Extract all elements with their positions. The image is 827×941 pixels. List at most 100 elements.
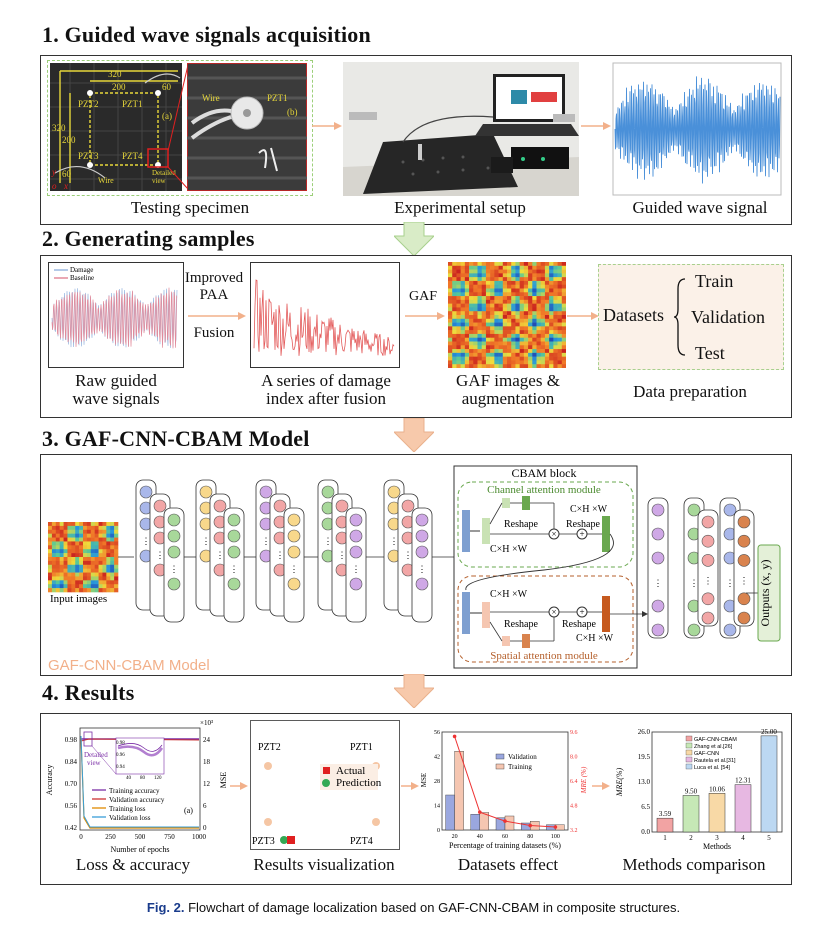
gaf-input-cell xyxy=(55,553,60,558)
gaf-cell xyxy=(502,269,508,274)
gaf-cell xyxy=(456,352,461,357)
gaf-input-cell xyxy=(98,549,103,554)
loss-x-tick: 1000 xyxy=(192,833,207,841)
gaf-input-cell xyxy=(83,545,88,550)
ellipsis-icon: ⋮ xyxy=(230,564,239,574)
gaf-cell xyxy=(498,303,504,308)
neuron-node xyxy=(651,551,665,565)
gaf-input-cell xyxy=(83,549,88,554)
ellipsis-icon: ⋮ xyxy=(352,564,361,574)
gaf-cell xyxy=(528,307,533,312)
chw-label-1: C×H ×W xyxy=(490,544,528,555)
gaf-cell xyxy=(540,280,546,286)
gaf-cell xyxy=(473,299,478,304)
gaf-input-cell xyxy=(63,576,68,581)
gaf-cell xyxy=(544,337,550,342)
gaf-input-cell xyxy=(71,564,76,569)
specimen-photo-a: 320 200 60 320 200 60 PZT2 PZT1 PZT3 PZT… xyxy=(50,63,182,191)
gaf-cell xyxy=(536,311,542,316)
gaf-cell xyxy=(507,269,512,274)
gaf-input-cell xyxy=(106,568,111,573)
gaf-cell xyxy=(528,265,533,270)
gaf-cell xyxy=(452,292,457,297)
caption-datasets-effect: Datasets effect xyxy=(457,855,559,874)
gaf-input-cell xyxy=(67,557,72,562)
gaf-cell xyxy=(515,318,520,323)
gaf-cell xyxy=(481,341,487,346)
gaf-cell xyxy=(557,356,563,361)
gaf-cell xyxy=(481,265,487,270)
gaf-input-cell xyxy=(71,525,76,531)
de-yrtick: 8.0 xyxy=(570,755,578,761)
gaf-cell xyxy=(557,318,563,323)
gaf-cell xyxy=(515,265,520,270)
gaf-cell xyxy=(528,273,533,278)
section-title-3: 3. GAF-CNN-CBAM Model xyxy=(42,426,310,451)
specimen-photo-b: Wire PZT1 (b) xyxy=(187,63,307,191)
gaf-input-cell xyxy=(114,560,119,566)
axis-o: o xyxy=(52,181,57,191)
gaf-cell xyxy=(515,352,520,357)
arrow-s2-1 xyxy=(188,312,246,320)
gaf-cell xyxy=(477,315,483,320)
de-bar xyxy=(445,794,455,831)
gaf-cell xyxy=(460,364,466,368)
gaf-cell xyxy=(469,280,474,286)
gaf-input-cell xyxy=(79,522,84,527)
gaf-cell xyxy=(544,280,550,286)
de-mre-point xyxy=(452,734,457,739)
gaf-input-cell xyxy=(51,560,57,566)
gaf-cell xyxy=(460,277,466,282)
gaf-cell xyxy=(485,311,491,316)
gaf-cell xyxy=(561,273,566,278)
gaf-cell xyxy=(507,303,512,308)
gaf-cell xyxy=(473,360,478,365)
gaf-cell xyxy=(452,349,457,354)
gaf-cell xyxy=(464,299,470,304)
gaf-cell xyxy=(498,296,504,301)
gaf-cell xyxy=(528,330,533,335)
gaf-cell xyxy=(519,299,525,304)
gaf-cell xyxy=(473,311,478,316)
gaf-cell xyxy=(448,326,453,331)
gaf-cell xyxy=(460,296,466,301)
gaf-cell xyxy=(540,303,546,308)
gaf-cell xyxy=(540,360,546,365)
gaf-input-cell xyxy=(51,553,57,558)
cbam-title: CBAM block xyxy=(511,466,576,480)
loss-x-tick: 0 xyxy=(79,833,83,841)
gaf-cell xyxy=(544,303,550,308)
gaf-input-cell xyxy=(67,533,72,538)
gaf-cell xyxy=(469,299,474,304)
gaf-cell xyxy=(498,326,504,331)
gaf-cell xyxy=(515,296,520,301)
gaf-cell xyxy=(544,341,550,346)
chw-label-3: C×H ×W xyxy=(490,589,528,600)
gaf-input-cell xyxy=(98,584,103,589)
gaf-input-cell xyxy=(51,584,57,589)
gaf-input-cell xyxy=(67,584,72,589)
gaf-cell xyxy=(532,360,537,365)
gaf-cell xyxy=(485,315,491,320)
gaf-cell xyxy=(519,326,525,331)
gaf-cell xyxy=(477,299,483,304)
gaf-cell xyxy=(523,345,529,350)
gaf-input-cell xyxy=(63,525,68,531)
gaf-input-cell xyxy=(102,537,107,542)
gaf-cell xyxy=(490,341,495,346)
gaf-cell xyxy=(528,318,533,323)
gaf-cell xyxy=(477,311,483,316)
gaf-cell xyxy=(561,265,566,270)
gaf-cell xyxy=(519,349,525,354)
gaf-cell xyxy=(549,292,554,297)
gaf-cell xyxy=(485,284,491,289)
gaf-input-cell xyxy=(106,533,111,538)
gaf-cell xyxy=(481,299,487,304)
mc-ytick: 0.0 xyxy=(641,828,650,836)
gaf-cell xyxy=(473,356,478,361)
gaf-cell xyxy=(532,318,537,323)
gaf-cell xyxy=(544,349,550,354)
gaf-cell xyxy=(469,269,474,274)
gaf-cell xyxy=(473,280,478,286)
spatial-pool-b xyxy=(502,636,510,646)
